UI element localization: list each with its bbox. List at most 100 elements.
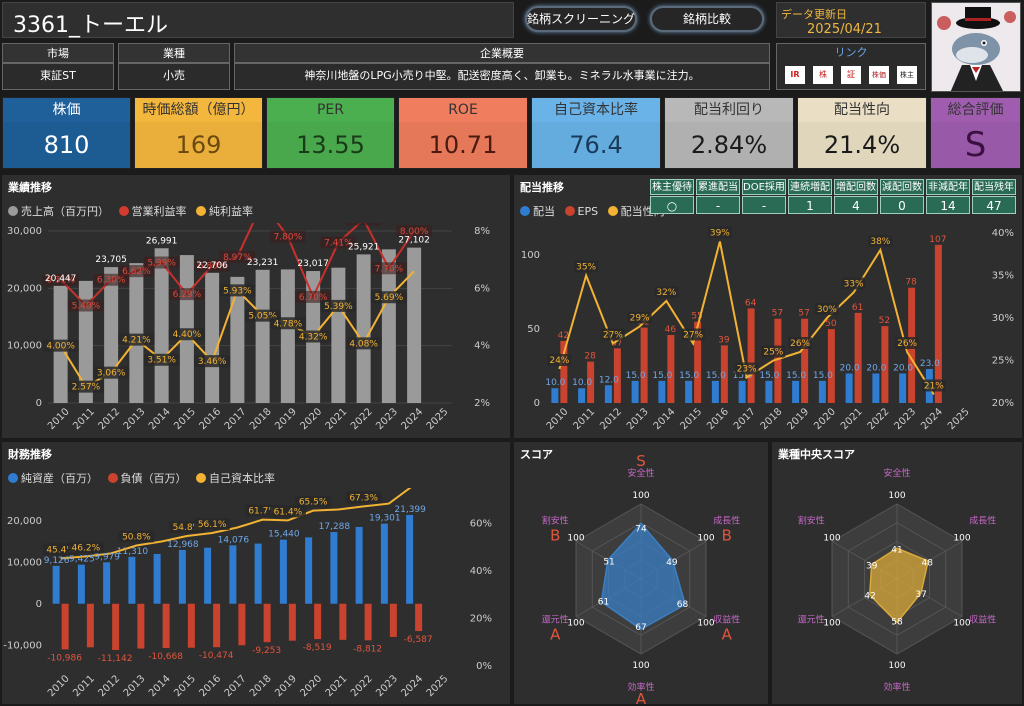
- screening-button[interactable]: 銘柄スクリーニング: [525, 6, 637, 32]
- legend-op-margin: 営業利益率: [131, 205, 187, 218]
- eps-legend-icon: [564, 206, 575, 216]
- legend-sales: 売上高（百万円）: [21, 205, 109, 218]
- sales-legend-icon: [8, 206, 18, 216]
- op-margin-label: 6.70%: [299, 293, 328, 303]
- radar-max-label: 100: [632, 661, 649, 671]
- net-margin-label: 4.32%: [299, 332, 328, 342]
- op-margin-label: 6.30%: [97, 276, 126, 286]
- payout-label-bg: [654, 286, 679, 298]
- dividend-bar: [845, 373, 853, 403]
- performance-legend: 売上高（百万円） 営業利益率 純利益率: [8, 203, 253, 219]
- dividend-value-label: 20.0: [840, 363, 860, 373]
- sales-value-label: 23,231: [247, 258, 279, 268]
- op-margin-label: 8.00%: [400, 227, 429, 237]
- x-tick-label: 2016: [705, 406, 731, 432]
- payout-label: 35%: [576, 263, 596, 273]
- net-assets-bar: [128, 556, 136, 604]
- op-margin-label-bg: [345, 223, 382, 226]
- net-margin-label-bg: [295, 330, 332, 343]
- badge-value: 14: [926, 196, 970, 214]
- dividend-value-label: 10.0: [545, 378, 565, 388]
- x-tick-label: 2018: [759, 406, 785, 432]
- dividend-bar: [872, 373, 880, 403]
- net-margin-label-bg: [93, 366, 130, 379]
- dividend-bar: [899, 373, 907, 403]
- kabutan-link-icon[interactable]: 株: [813, 66, 833, 84]
- payout-label: 26%: [790, 339, 810, 349]
- radar-value-label: 58: [891, 617, 903, 627]
- net-margin-label-bg: [219, 284, 256, 297]
- y-tick-label: 20,000: [7, 283, 42, 294]
- y2-tick-label: 20%: [992, 398, 1014, 409]
- metric-card: ROE 10.71: [398, 97, 528, 169]
- eps-bar: [640, 327, 648, 403]
- radar-grade-label: A: [722, 626, 733, 644]
- net-assets-value-label: 12,968: [167, 540, 199, 550]
- net-margin-label-bg: [67, 380, 104, 393]
- op-margin-label: 7.41%: [324, 238, 353, 248]
- x-tick-label: 2016: [197, 406, 223, 432]
- eps-value-label: 57: [798, 309, 809, 319]
- radar-value-label: 41: [891, 546, 902, 556]
- radar-axis-label: 収益性: [713, 614, 740, 626]
- radar-axis-label: 効率性: [883, 681, 910, 693]
- industry-score-panel: 業種中央スコア 41 100 安全性 48 100 成長性 37 100 収益性 58 100 効率性…: [772, 442, 1022, 704]
- eps-value-label: 64: [745, 298, 757, 308]
- payout-label-bg: [707, 226, 732, 239]
- score-radar: 74100安全性S49100成長性B68100収益性A67100効率性A6110…: [542, 452, 740, 704]
- y2-tick-label: 8%: [474, 226, 490, 237]
- net-margin-label: 4.78%: [274, 319, 303, 329]
- radar-axis-label: 還元性: [798, 614, 825, 626]
- payout-label: 32%: [656, 288, 676, 298]
- radar-value-label: 67: [635, 623, 646, 633]
- shikiho-link-icon[interactable]: 証: [841, 66, 861, 84]
- net-assets-bar: [229, 545, 237, 604]
- payout-label: 27%: [683, 331, 703, 341]
- dividend-legend-icon: [520, 206, 530, 216]
- payout-label-bg: [814, 303, 839, 315]
- y-tick-label: 50: [527, 324, 540, 335]
- net-assets-value-label: 14,076: [218, 535, 250, 545]
- x-tick-label: 2015: [172, 406, 198, 432]
- radar-axis-label: 割安性: [542, 515, 569, 527]
- eps-bar: [747, 308, 755, 403]
- net-assets-value-label: 15,440: [268, 530, 300, 540]
- badge-label: 累進配当: [696, 179, 740, 195]
- y2-tick-label: 0%: [476, 661, 492, 672]
- x-tick-label: 2017: [223, 406, 249, 432]
- radar-value-label: 39: [866, 561, 878, 571]
- finance-chart: -10,000 0 10,000 20,000 0% 20% 40% 60% 9,126 9,42…: [3, 488, 492, 699]
- radar-max-label: 100: [567, 534, 584, 544]
- radar-axis-label: 割安性: [798, 515, 825, 527]
- minkabu-link-icon[interactable]: 株価: [869, 66, 889, 84]
- payout-label: 39%: [710, 229, 730, 239]
- radar-max-label: 100: [888, 661, 905, 671]
- radar-value-label: 51: [603, 558, 614, 568]
- badge-value: 4: [834, 196, 878, 214]
- equity-ratio-label-bg: [295, 495, 332, 508]
- y2-tick-label: 40%: [470, 566, 492, 577]
- ir-link-icon[interactable]: IR: [785, 66, 805, 84]
- y2-tick-label: 40%: [992, 228, 1014, 239]
- equity-ratio-label: 56.1%: [198, 520, 227, 530]
- x-tick-label: 2013: [122, 673, 148, 699]
- radar-value-label: 61: [598, 598, 609, 608]
- compare-button[interactable]: 銘柄比較: [650, 6, 764, 32]
- x-tick-label: 2014: [652, 406, 678, 432]
- equity-ratio-label: 61.7%: [248, 507, 277, 517]
- x-tick-label: 2015: [172, 673, 198, 699]
- op-margin-label-bg: [168, 288, 205, 301]
- payout-label-bg: [868, 235, 893, 247]
- dividend-value-label: 15.0: [626, 371, 646, 381]
- badge-value: -: [696, 196, 740, 214]
- x-tick-label: 2021: [324, 673, 350, 699]
- radar-axis-label: 成長性: [969, 515, 996, 527]
- yutai-link-icon[interactable]: 株主: [897, 66, 917, 84]
- liabilities-bar: [389, 603, 397, 637]
- op-margin-label-bg: [269, 230, 306, 243]
- op-margin-label: 6.30%: [349, 223, 378, 226]
- eps-value-label: 42: [558, 331, 569, 341]
- badge-label: 配当残年: [972, 179, 1016, 195]
- dividend-bar: [604, 385, 612, 403]
- overview-label: 企業概要: [234, 43, 770, 63]
